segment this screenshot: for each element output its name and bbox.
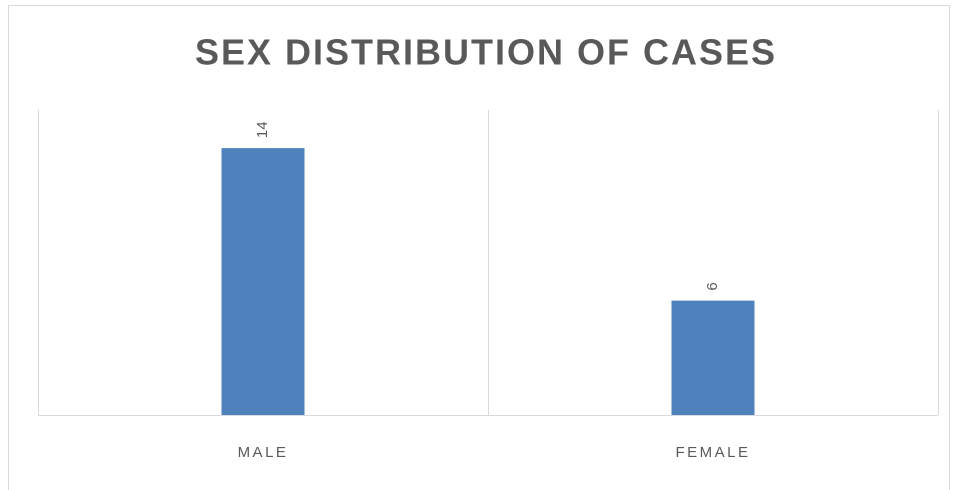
- data-label: 6: [704, 282, 721, 290]
- x-tick-label: MALE: [238, 444, 289, 461]
- chart-border: [8, 5, 950, 490]
- data-label: 14: [254, 121, 271, 138]
- bar: [671, 300, 755, 415]
- chart-title: SEX DISTRIBUTION OF CASES: [195, 32, 777, 73]
- x-tick-label: FEMALE: [675, 444, 750, 461]
- bar: [221, 148, 305, 415]
